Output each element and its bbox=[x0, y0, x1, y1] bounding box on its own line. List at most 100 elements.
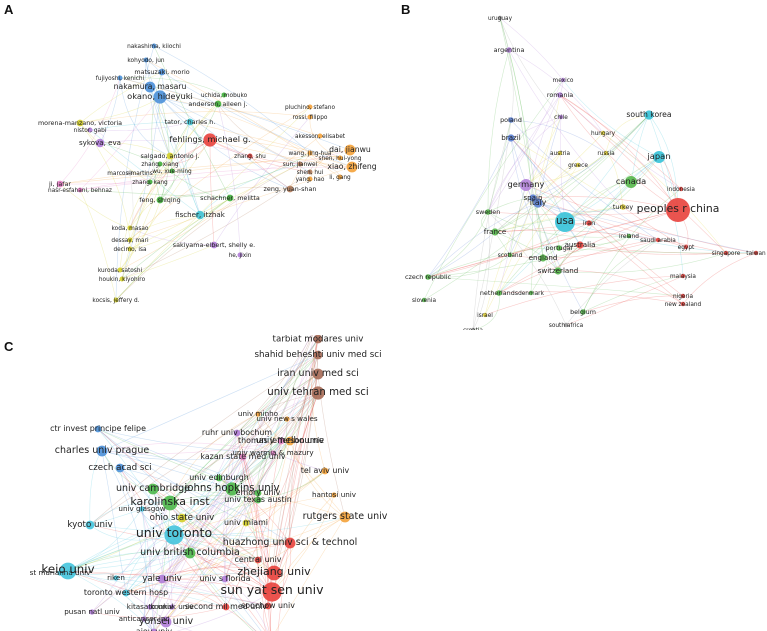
edge bbox=[79, 71, 163, 124]
edge bbox=[427, 202, 539, 278]
edge bbox=[101, 354, 319, 452]
edge bbox=[67, 570, 154, 631]
edge bbox=[427, 254, 511, 278]
node-label: schachner, melitta bbox=[200, 194, 260, 202]
node-label: charles univ prague bbox=[55, 445, 150, 456]
node-label: emory univ bbox=[236, 488, 281, 497]
edge bbox=[129, 227, 215, 246]
node-label: sun yat sen univ bbox=[220, 582, 324, 597]
node-label: hantosi univ bbox=[312, 490, 357, 499]
node-label: zeng, yuan-shan bbox=[264, 185, 317, 193]
edge bbox=[89, 373, 319, 526]
edge bbox=[499, 17, 544, 259]
edge bbox=[161, 578, 269, 607]
edge bbox=[257, 440, 282, 494]
edge bbox=[79, 181, 151, 191]
node-south-korea bbox=[644, 110, 654, 120]
node-label: huazhong univ sci & technol bbox=[223, 537, 358, 548]
node-label: switzerland bbox=[538, 266, 579, 275]
edge bbox=[602, 132, 727, 254]
node-kuroda-satoshi bbox=[117, 267, 123, 273]
edge bbox=[213, 116, 311, 246]
node-label: nasr-esfahani, behnaz bbox=[48, 188, 112, 194]
edge bbox=[427, 209, 679, 278]
edge bbox=[209, 139, 311, 173]
node-tator-charles-h bbox=[186, 118, 194, 126]
node-label: nigeria bbox=[673, 294, 694, 300]
edge bbox=[218, 373, 319, 479]
node-label: sweden bbox=[476, 208, 501, 216]
edge bbox=[209, 139, 353, 168]
node-nakashima-kiiochi bbox=[151, 43, 157, 49]
node-zeng-yuan-shan bbox=[286, 185, 294, 193]
edge bbox=[231, 335, 313, 490]
node-keio-univ bbox=[59, 562, 77, 580]
edge bbox=[165, 440, 291, 623]
node-label: israel bbox=[477, 313, 493, 319]
node-univ-texas-austin bbox=[254, 496, 262, 504]
node-czech-republic bbox=[425, 274, 431, 280]
edge bbox=[173, 534, 291, 544]
edge bbox=[99, 77, 121, 144]
node-japan bbox=[653, 151, 665, 163]
node-label: chile bbox=[554, 115, 568, 121]
edge bbox=[199, 163, 301, 216]
edge bbox=[154, 470, 326, 631]
node-label: okano, hideyuki bbox=[127, 91, 193, 101]
node-dai-jianwu bbox=[344, 144, 356, 156]
edge bbox=[588, 181, 632, 224]
node-hantosi-univ bbox=[331, 492, 337, 498]
edge bbox=[154, 456, 244, 631]
edge bbox=[309, 156, 341, 180]
node-label: konkuk univ bbox=[150, 602, 194, 611]
edge bbox=[89, 501, 171, 526]
node-label: usa bbox=[556, 216, 574, 227]
edge bbox=[97, 428, 175, 536]
edge bbox=[169, 354, 319, 504]
edge bbox=[159, 186, 291, 201]
edge bbox=[427, 222, 590, 278]
edge bbox=[189, 440, 291, 554]
edge bbox=[289, 440, 346, 518]
node-label: taiwan bbox=[746, 251, 766, 257]
node-label: spain bbox=[523, 193, 542, 202]
edge bbox=[79, 166, 353, 191]
edge bbox=[537, 202, 757, 254]
edge bbox=[588, 222, 684, 305]
node-label: kazan state med univ bbox=[200, 452, 286, 461]
edge bbox=[682, 252, 757, 305]
node-zhang-kang bbox=[147, 179, 153, 185]
edge bbox=[99, 142, 171, 157]
node-yang-hao bbox=[307, 176, 313, 182]
node-label: univ minho bbox=[238, 409, 278, 418]
node-croatia bbox=[470, 327, 476, 330]
edge bbox=[487, 211, 630, 238]
edge bbox=[91, 488, 233, 613]
edge bbox=[129, 103, 219, 229]
node-label: slovenia bbox=[412, 298, 436, 304]
edge bbox=[119, 467, 183, 519]
node-label: univ s florida bbox=[199, 574, 250, 583]
edge bbox=[154, 338, 319, 631]
edge bbox=[423, 114, 650, 301]
node-label: zhang, shu bbox=[234, 154, 266, 160]
node-matsuzaki-morio bbox=[158, 68, 166, 76]
edge bbox=[245, 470, 326, 524]
edge bbox=[224, 578, 268, 631]
edge bbox=[59, 149, 351, 185]
edge bbox=[159, 155, 176, 201]
edge bbox=[59, 77, 121, 185]
node-label: univ british columbia bbox=[140, 547, 240, 558]
node-uchida-mobuko bbox=[221, 92, 227, 98]
node-schachner-melitta bbox=[226, 194, 234, 202]
edge bbox=[165, 440, 282, 623]
node-france bbox=[491, 228, 499, 236]
edge bbox=[59, 499, 259, 574]
node-shen-hui-yong bbox=[337, 155, 343, 161]
edge bbox=[165, 373, 319, 623]
edge bbox=[59, 550, 191, 574]
edge bbox=[209, 139, 215, 246]
edge bbox=[209, 139, 301, 165]
node-label: czech acad sci bbox=[88, 463, 151, 473]
edge bbox=[530, 257, 547, 294]
